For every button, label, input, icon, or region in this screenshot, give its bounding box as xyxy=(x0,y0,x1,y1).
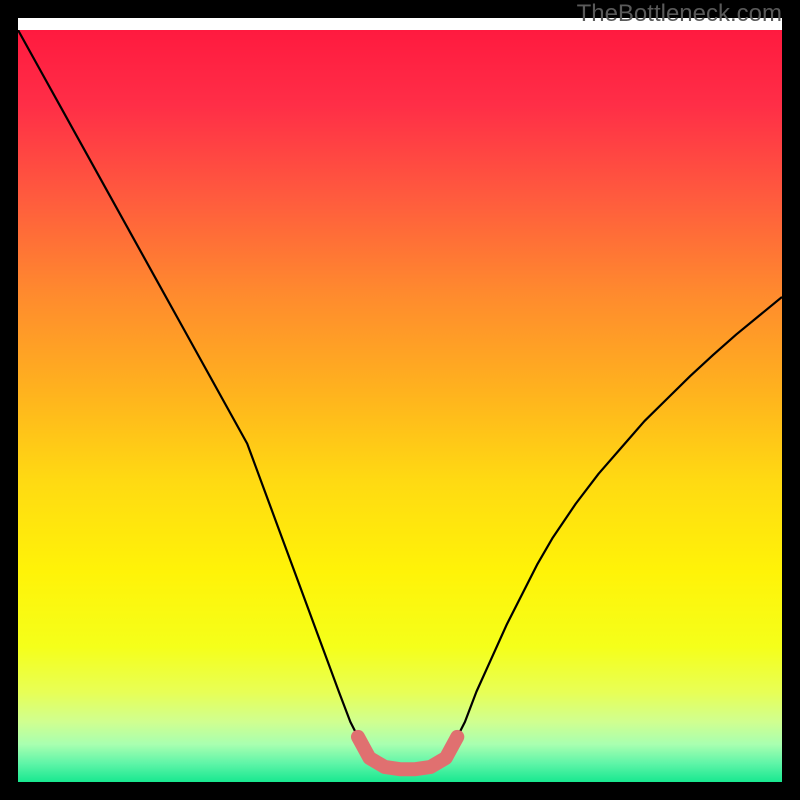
chart-frame: TheBottleneck.com xyxy=(0,0,800,800)
plot-area xyxy=(18,30,782,782)
gradient-background xyxy=(18,30,782,782)
watermark-text: TheBottleneck.com xyxy=(577,0,782,28)
chart-svg xyxy=(18,30,782,782)
